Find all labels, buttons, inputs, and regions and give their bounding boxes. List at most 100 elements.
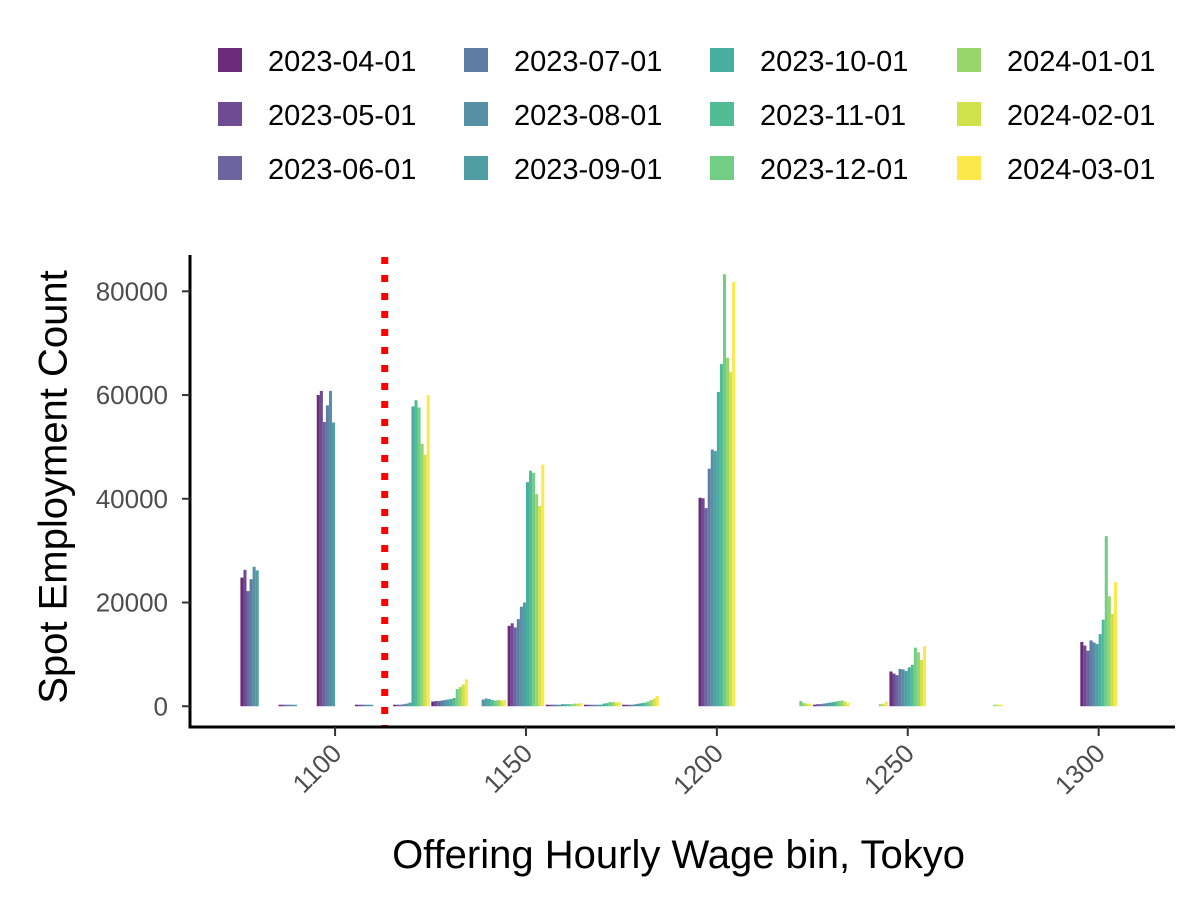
bar xyxy=(825,703,829,707)
legend-swatch xyxy=(710,156,734,180)
legend-label: 2023-04-01 xyxy=(268,46,416,78)
legend-item: 2023-09-01 xyxy=(464,154,662,186)
bar xyxy=(819,704,823,707)
bar xyxy=(361,704,365,707)
bar xyxy=(1101,619,1105,707)
bar xyxy=(576,703,580,707)
bar xyxy=(458,687,462,707)
bar xyxy=(831,702,835,707)
y-tick-label: 20000 xyxy=(96,588,168,618)
bar xyxy=(490,700,494,707)
bar xyxy=(328,390,333,707)
bar xyxy=(487,698,491,707)
bar xyxy=(1092,642,1096,707)
bar xyxy=(393,704,397,707)
bar xyxy=(525,482,530,707)
bar xyxy=(281,704,285,707)
bar xyxy=(417,407,421,707)
bar xyxy=(452,697,456,707)
bar xyxy=(510,623,514,707)
bar xyxy=(846,702,850,707)
bar xyxy=(895,675,899,707)
legend-item: 2023-08-01 xyxy=(464,100,662,132)
legend-label: 2023-08-01 xyxy=(514,100,662,132)
legend-item: 2024-01-01 xyxy=(957,46,1155,78)
bar xyxy=(605,703,609,707)
bar xyxy=(923,646,927,707)
bar xyxy=(519,606,523,707)
bar xyxy=(599,704,603,707)
bar xyxy=(617,702,621,707)
x-axis-title: Offering Hourly Wage bin, Tokyo xyxy=(392,833,965,877)
bar xyxy=(332,422,336,707)
bar xyxy=(593,704,597,707)
bar xyxy=(461,684,465,707)
bar xyxy=(446,699,450,707)
bar xyxy=(570,704,574,707)
bar xyxy=(614,702,618,707)
bar xyxy=(1089,640,1093,707)
x-tick-label: 1150 xyxy=(477,738,538,799)
bar xyxy=(548,704,552,707)
bar xyxy=(396,704,400,707)
bar xyxy=(904,670,908,707)
bar xyxy=(1098,634,1102,707)
legend-swatch xyxy=(464,102,488,126)
y-axis-title: Spot Employment Count xyxy=(32,270,76,704)
bar xyxy=(628,704,632,707)
bar xyxy=(704,508,708,707)
bar xyxy=(813,704,817,707)
y-ticks: 0 20000 40000 60000 80000 xyxy=(96,276,190,721)
bar xyxy=(278,704,282,707)
bar xyxy=(319,390,323,707)
bar xyxy=(732,281,736,707)
legend-swatch xyxy=(710,102,734,126)
bar xyxy=(426,395,430,707)
bar xyxy=(402,704,406,707)
bar xyxy=(701,498,705,707)
bar xyxy=(464,679,468,707)
legend-item: 2024-02-01 xyxy=(957,100,1155,132)
legend-item: 2023-12-01 xyxy=(710,154,908,186)
x-ticks: 1100 1150 1200 1250 1300 xyxy=(287,727,1111,800)
bar xyxy=(354,704,358,707)
bar xyxy=(434,701,438,707)
bar xyxy=(564,704,568,707)
bar xyxy=(431,701,435,707)
bar xyxy=(1083,645,1087,707)
bar xyxy=(503,700,507,707)
bar xyxy=(834,701,838,707)
bar xyxy=(590,704,594,707)
bar xyxy=(802,703,806,707)
x-tick-label: 1100 xyxy=(287,738,348,799)
bar xyxy=(884,701,888,707)
bar xyxy=(837,701,841,707)
bar xyxy=(999,704,1003,707)
legend-swatch xyxy=(218,48,242,72)
bar xyxy=(719,363,723,707)
bar xyxy=(500,700,504,707)
bar xyxy=(357,704,362,707)
legend-label: 2023-12-01 xyxy=(760,154,908,186)
legend-item: 2023-07-01 xyxy=(464,46,662,78)
bar xyxy=(440,700,444,707)
bar xyxy=(516,619,520,707)
bar xyxy=(889,671,893,707)
legend: 2023-04-01 2023-05-01 2023-06-01 2023-07-01… xyxy=(218,46,1155,186)
x-tick-label: 1250 xyxy=(858,738,920,800)
bar xyxy=(910,664,914,707)
bar xyxy=(716,391,720,707)
legend-swatch xyxy=(957,48,981,72)
bar xyxy=(405,703,409,707)
legend-item: 2023-04-01 xyxy=(218,46,416,78)
bar xyxy=(538,506,542,707)
bar xyxy=(437,701,441,707)
bar xyxy=(892,673,896,707)
bar xyxy=(364,704,368,707)
legend-swatch xyxy=(464,48,488,72)
y-tick-label: 40000 xyxy=(96,484,168,514)
bar xyxy=(551,704,555,707)
bar xyxy=(325,405,329,707)
bar xyxy=(1110,613,1114,707)
bar xyxy=(901,669,905,707)
